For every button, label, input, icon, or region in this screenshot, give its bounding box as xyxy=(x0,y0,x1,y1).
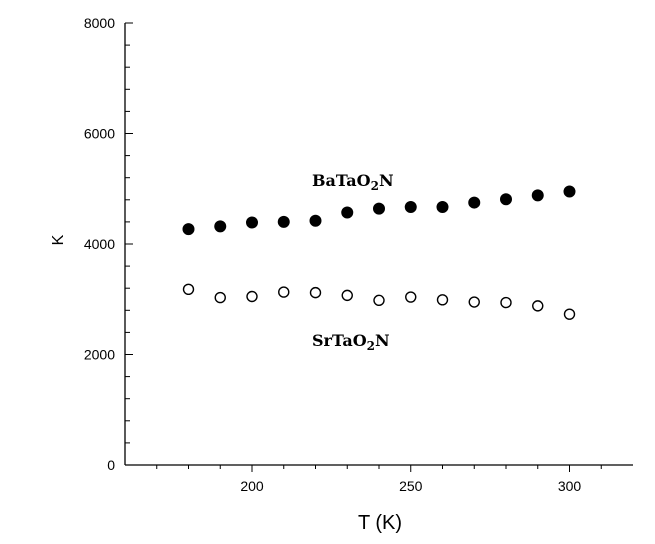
srtao2n-point xyxy=(278,286,290,298)
srtao2n-point xyxy=(246,290,258,303)
srtao2n-point xyxy=(309,286,322,299)
y-tick-label: 8000 xyxy=(84,15,115,31)
srtao2n-point xyxy=(563,308,576,320)
y-tick-label: 2000 xyxy=(84,347,115,363)
plot-frame xyxy=(124,23,633,466)
srtao2n-point xyxy=(182,283,195,296)
batao2n-point xyxy=(563,185,576,198)
batao2n-point xyxy=(277,215,290,228)
batao2n-point xyxy=(373,202,385,215)
series-label-batao2n: BaTaO2N xyxy=(312,171,394,193)
batao2n-point xyxy=(182,223,195,236)
srtao2n-point xyxy=(341,289,353,302)
y-tick-label: 6000 xyxy=(84,126,115,142)
batao2n-point xyxy=(436,200,449,213)
x-tick-label: 200 xyxy=(240,478,264,494)
batao2n-point xyxy=(531,189,544,202)
srtao2n-point xyxy=(214,291,226,304)
x-tick-label: 300 xyxy=(558,478,582,494)
x-axis-ticks: 200 250 300 xyxy=(156,465,602,494)
batao2n-point xyxy=(341,206,354,219)
srtao2n-point xyxy=(532,300,544,312)
batao2n-point xyxy=(246,216,258,229)
srtao2n-point xyxy=(373,294,385,307)
batao2n-point xyxy=(500,193,512,206)
batao2n-point xyxy=(468,196,481,209)
srtao2n-point xyxy=(405,291,417,303)
batao2n-point xyxy=(404,200,417,213)
x-axis-title: T (K) xyxy=(358,512,402,534)
batao2n-point xyxy=(214,220,227,233)
srtao2n-point xyxy=(500,296,512,309)
x-tick-label: 250 xyxy=(399,478,423,494)
batao2n-point xyxy=(309,214,322,227)
srtao2n-point xyxy=(436,294,449,306)
y-tick-label: 4000 xyxy=(84,236,115,252)
y-axis-ticks: 0 2000 4000 6000 8000 xyxy=(84,15,133,473)
y-axis-title: K xyxy=(50,234,67,245)
series-label-srtao2n: SrTaO2N xyxy=(312,331,390,353)
data-points xyxy=(182,185,576,320)
srtao2n-point xyxy=(468,296,480,308)
y-tick-label: 0 xyxy=(107,457,115,473)
